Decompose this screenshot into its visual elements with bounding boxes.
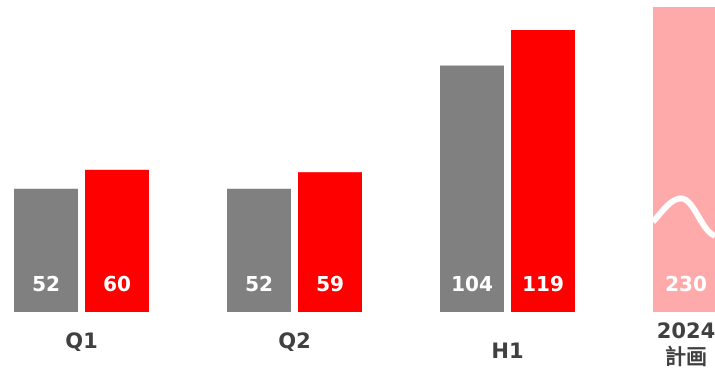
bar-q2-series-2	[298, 172, 362, 312]
category-label-q1: Q1	[65, 329, 97, 353]
bar-q2-series-1	[227, 188, 291, 312]
data-label-plan: 230	[665, 272, 707, 296]
category-label-h1: H1	[491, 339, 523, 363]
bar-plan	[653, 7, 715, 312]
data-label-q1-series-2: 60	[103, 272, 131, 296]
data-label-q1-series-1: 52	[32, 272, 60, 296]
category-label-plan: 2024 計画	[657, 319, 715, 369]
data-label-q2-series-2: 59	[316, 272, 344, 296]
data-label-h1-series-1: 104	[451, 272, 493, 296]
bar-q1-series-1	[14, 188, 78, 312]
category-label-q2: Q2	[278, 329, 310, 353]
data-label-h1-series-2: 119	[522, 272, 564, 296]
data-label-q2-series-1: 52	[245, 272, 273, 296]
axis-break-mark	[650, 195, 715, 239]
bar-h1-series-1	[440, 65, 504, 312]
category-label-plan-line-1: 2024	[657, 319, 715, 343]
category-label-plan-line-2: 計画	[665, 345, 707, 369]
bar-q1-series-2	[85, 169, 149, 312]
bar-h1-series-2	[511, 30, 575, 312]
